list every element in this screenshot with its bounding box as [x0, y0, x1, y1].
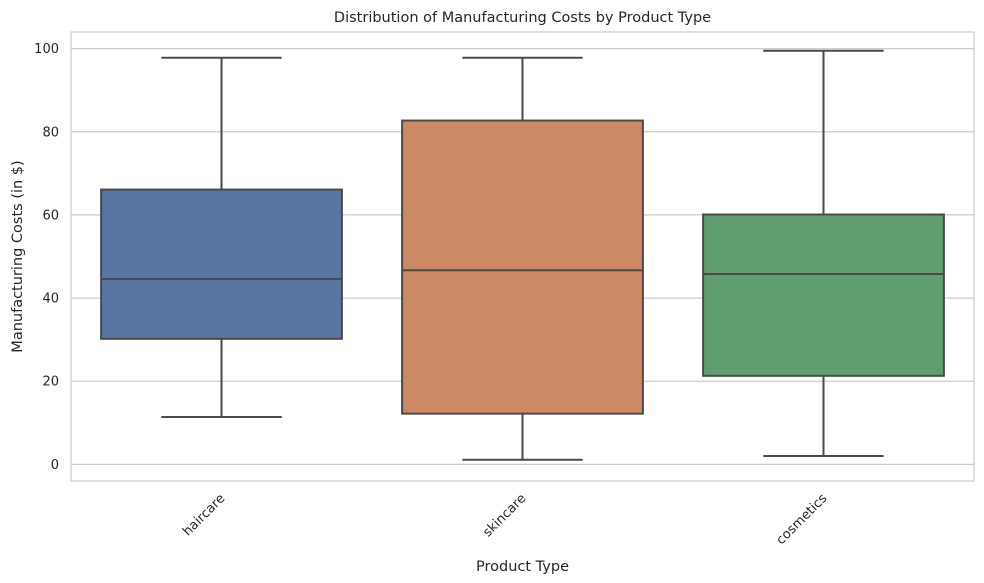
- iqr-box: [401, 119, 644, 415]
- y-tick-label: 40: [42, 292, 59, 307]
- box-haircare: [100, 56, 343, 418]
- y-tick-label: 60: [42, 208, 59, 223]
- y-tick-labels: 0 20 40 60 80 100: [34, 42, 59, 473]
- box-cosmetics: [702, 49, 945, 458]
- plot-frame: [70, 31, 975, 482]
- y-tick-label: 80: [42, 125, 59, 140]
- box-skincare: [401, 56, 644, 461]
- iqr-box: [100, 188, 343, 340]
- iqr-box: [702, 213, 945, 377]
- x-tick-label: skincare: [480, 491, 529, 540]
- y-axis-label: Manufacturing Costs (in $): [10, 160, 26, 352]
- box-series: [100, 49, 945, 461]
- y-tick-label: 0: [51, 458, 59, 473]
- y-tick-label: 20: [42, 375, 59, 390]
- x-axis-label: Product Type: [476, 559, 569, 575]
- x-tick-labels: haircare skincare cosmetics: [180, 491, 830, 548]
- y-tick-label: 100: [34, 42, 59, 57]
- x-tick-label: haircare: [180, 491, 228, 539]
- chart-title: Distribution of Manufacturing Costs by P…: [334, 10, 711, 26]
- x-tick-label: cosmetics: [774, 491, 831, 548]
